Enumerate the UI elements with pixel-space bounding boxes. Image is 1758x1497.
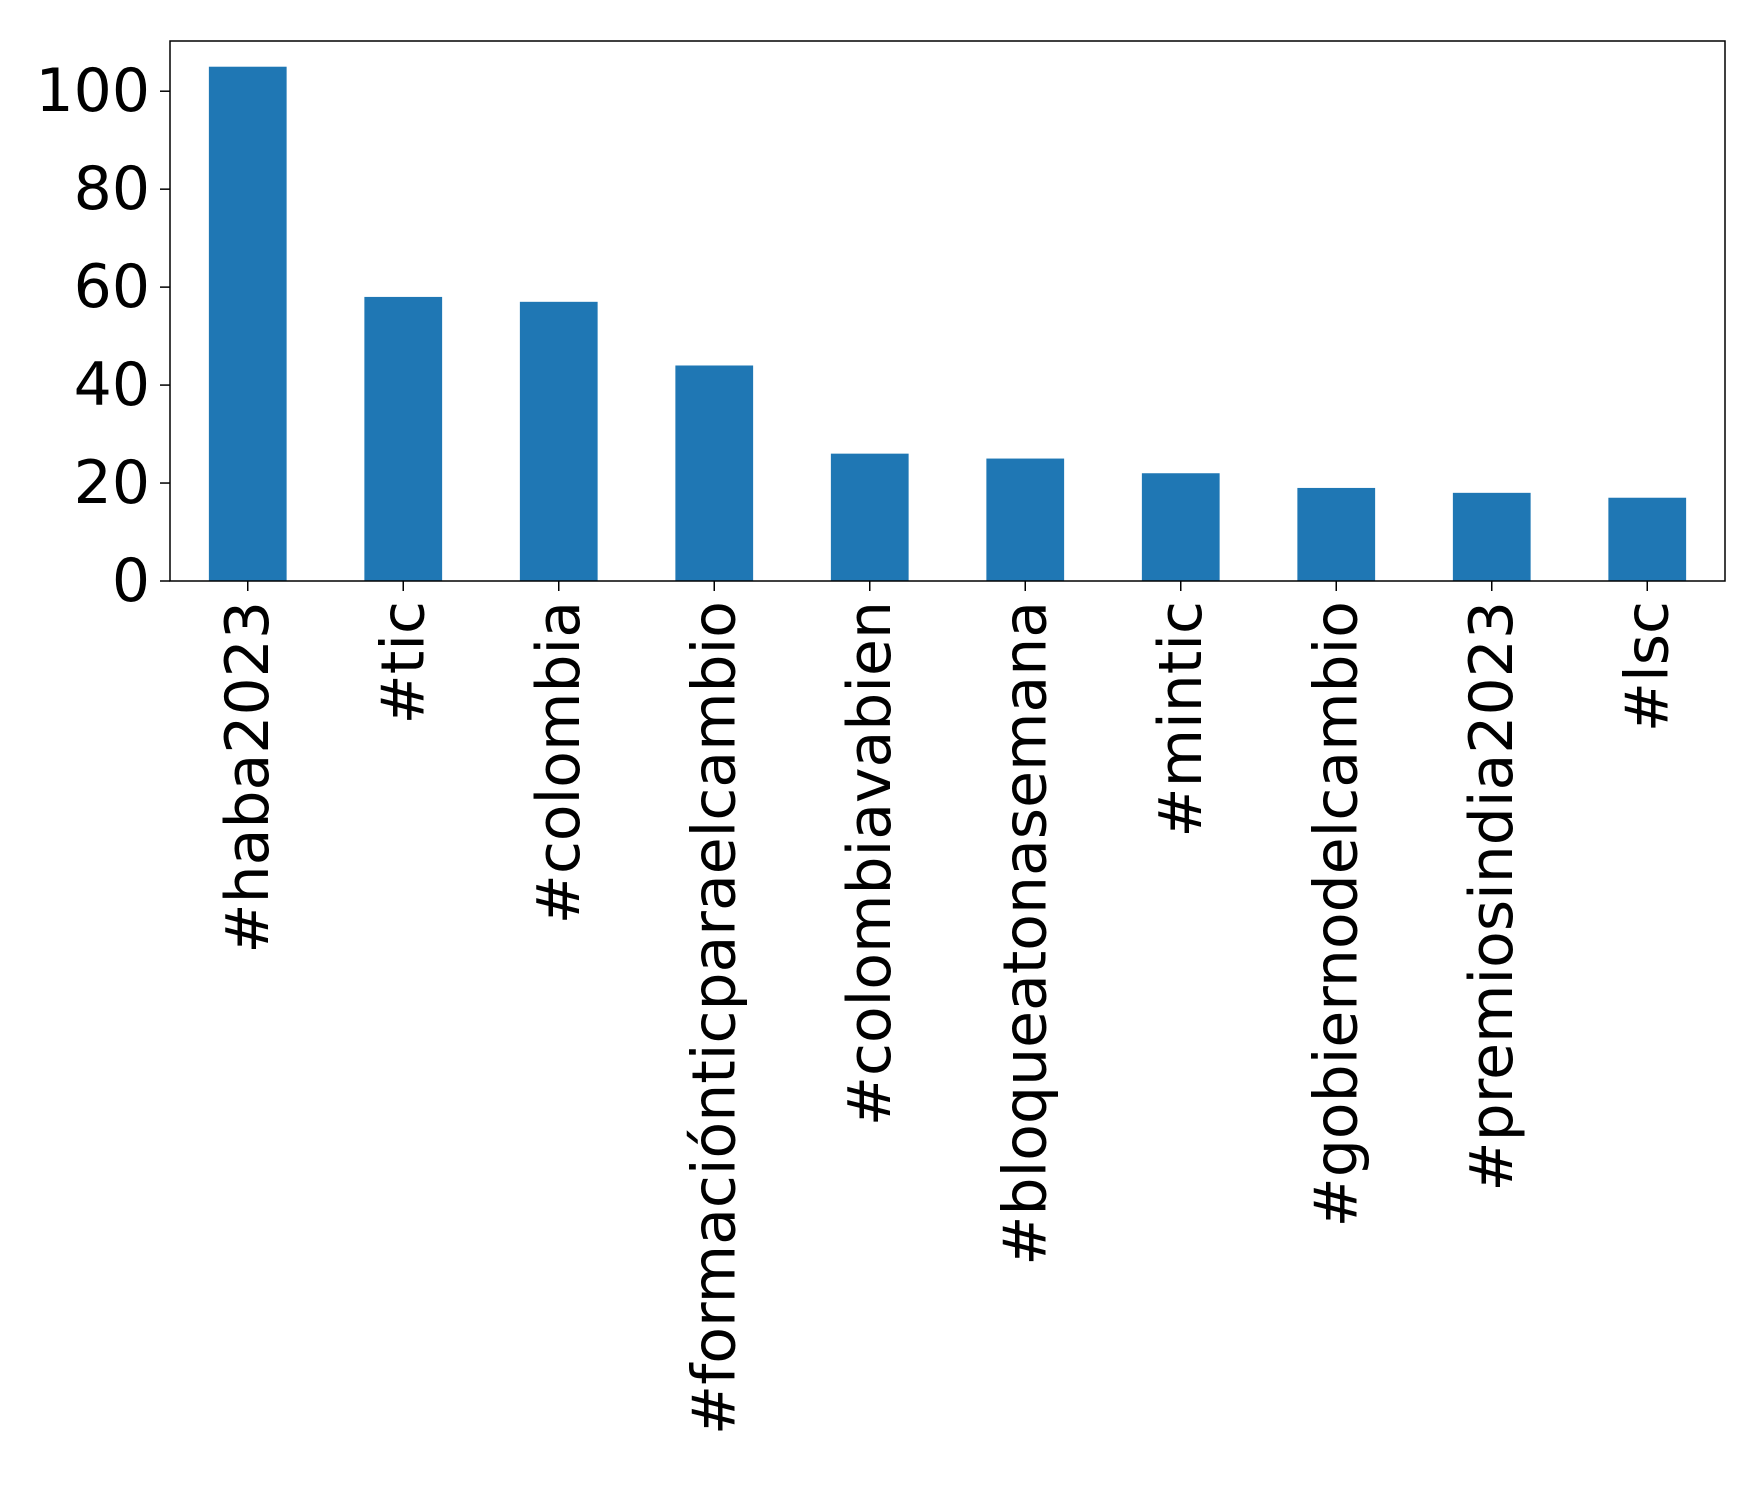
x-tick-label-6: #mintic (1146, 601, 1216, 838)
plot-frame (169, 40, 1726, 582)
x-tick-label-5: #bloqueatonasemana (990, 601, 1060, 1266)
x-tick-label-3: #formaciónticparaelcambio (679, 601, 749, 1435)
y-tick-label-2: 40 (74, 350, 150, 420)
bar-9 (1608, 497, 1687, 581)
y-tick-label-5: 100 (35, 56, 150, 126)
bar-6 (1141, 473, 1220, 581)
x-tick-label-8: #premiosindia2023 (1457, 601, 1527, 1192)
y-tick-label-0: 0 (112, 546, 150, 616)
bar-1 (364, 296, 443, 581)
x-tick-label-1: #tic (368, 601, 438, 724)
y-tick-label-3: 60 (74, 252, 150, 322)
x-tick-label-2: #colombia (524, 601, 594, 924)
bar-7 (1297, 487, 1376, 581)
bars-group (208, 66, 1687, 581)
x-tick-label-4: #colombiavabien (835, 601, 905, 1126)
bar-4 (830, 453, 909, 581)
bar-8 (1452, 492, 1531, 581)
x-tick-label-9: #lsc (1612, 601, 1682, 732)
bar-2 (519, 301, 598, 581)
bar-3 (675, 365, 754, 581)
y-tick-label-4: 80 (74, 154, 150, 224)
bar-5 (986, 458, 1065, 581)
y-axis: 0 20 40 60 80 100 (35, 56, 170, 616)
x-axis: #haba2023 #tic #colombia #formaciónticparae… (213, 581, 1682, 1435)
x-tick-label-7: #gobiernodelcambio (1301, 601, 1371, 1227)
x-tick-label-0: #haba2023 (213, 601, 283, 954)
y-tick-label-1: 20 (74, 448, 150, 518)
bar-0 (208, 66, 287, 581)
